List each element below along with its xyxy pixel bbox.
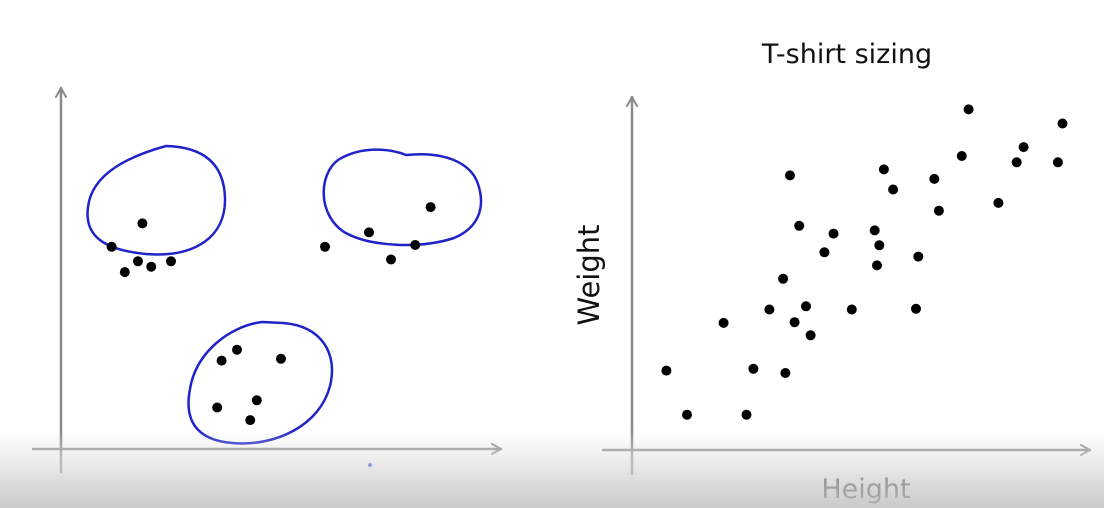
x-axis-label: Height — [821, 474, 910, 505]
cluster-2-point-1 — [386, 254, 396, 265]
scatter-point-2 — [682, 409, 692, 420]
scatter-point-22 — [911, 303, 921, 314]
left-cluster-outlines — [86, 144, 483, 445]
cluster-3-point-1 — [212, 402, 223, 413]
scatter-point-23 — [913, 251, 924, 262]
cluster-2-point-5 — [410, 240, 421, 250]
chart-title: T-shirt sizing — [761, 39, 932, 70]
scatter-point-7 — [778, 273, 789, 284]
cluster-3-point-4 — [232, 344, 242, 355]
scatter-point-29 — [1011, 157, 1022, 168]
scatter-point-8 — [780, 368, 791, 378]
right-data-points — [661, 104, 1068, 420]
scatter-point-17 — [869, 225, 880, 236]
cluster-1-point-2 — [119, 267, 130, 278]
scatter-point-32 — [1057, 118, 1068, 129]
cluster-1-point-5 — [146, 261, 157, 272]
cluster-2-point-4 — [320, 241, 330, 252]
scatter-point-11 — [805, 330, 816, 341]
left-data-points — [106, 202, 436, 426]
cluster-1-point-4 — [137, 218, 148, 229]
cluster-outline-bottom — [187, 320, 334, 445]
scatter-point-9 — [789, 317, 800, 328]
scatter-point-16 — [846, 304, 857, 315]
stray-mark — [368, 463, 372, 467]
scatter-point-6 — [764, 304, 775, 315]
scatter-point-12 — [819, 247, 830, 258]
scatter-point-25 — [933, 205, 944, 216]
cluster-3-point-5 — [276, 353, 286, 364]
cluster-2-point-3 — [364, 227, 374, 238]
scatter-point-24 — [929, 173, 940, 184]
right-scatter-chart: T-shirt sizing Weight Height — [572, 39, 1092, 505]
left-cluster-chart — [31, 86, 503, 474]
cluster-2-point-2 — [425, 202, 436, 213]
cluster-3-point-3 — [251, 395, 262, 406]
scatter-point-21 — [888, 184, 899, 195]
scatter-point-31 — [1052, 157, 1063, 168]
cluster-outline-top-left — [86, 144, 227, 256]
cluster-3-point-6 — [216, 355, 227, 366]
scatter-point-4 — [741, 409, 752, 420]
scatter-point-14 — [785, 170, 795, 181]
scatter-point-10 — [801, 301, 811, 312]
scatter-point-27 — [963, 104, 974, 115]
scatter-point-13 — [794, 220, 805, 231]
scatter-point-3 — [718, 317, 729, 328]
cluster-1-point-3 — [133, 256, 143, 267]
scatter-point-26 — [956, 151, 967, 161]
cluster-1-point-6 — [166, 256, 176, 267]
scatter-point-5 — [748, 363, 759, 374]
scatter-point-18 — [872, 260, 882, 271]
cluster-outline-top-right — [322, 148, 483, 247]
scatter-point-15 — [828, 228, 839, 239]
scatter-point-28 — [993, 197, 1004, 208]
y-axis-label: Weight — [572, 224, 606, 325]
scatter-point-19 — [874, 240, 885, 251]
cluster-1-point-1 — [106, 241, 117, 252]
cluster-3-point-2 — [245, 415, 256, 426]
scatter-point-30 — [1018, 142, 1029, 153]
scatter-point-20 — [878, 164, 889, 175]
scatter-point-1 — [661, 365, 672, 376]
